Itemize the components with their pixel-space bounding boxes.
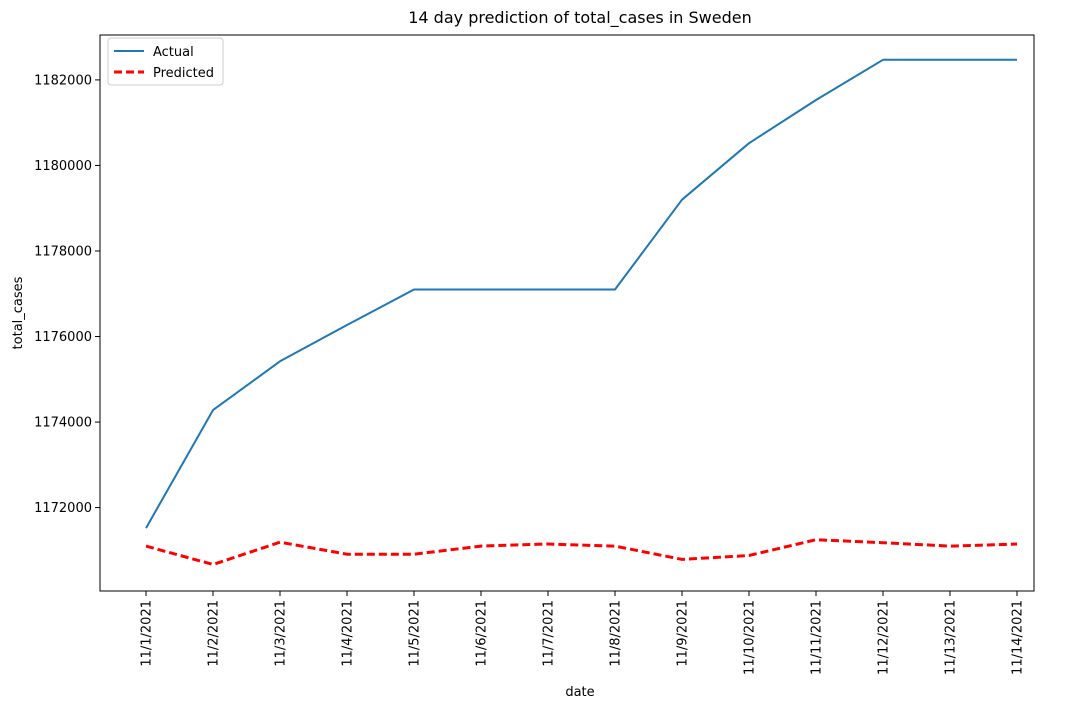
y-tick-label: 1180000 — [34, 159, 92, 174]
y-tick-label: 1176000 — [34, 330, 92, 345]
y-tick-label: 1178000 — [34, 244, 92, 259]
series-layer — [145, 58, 1018, 566]
y-axis: 1172000 1174000 1176000 1178000 1180000 11820… — [34, 73, 100, 516]
x-tick-label: 11/1/2021 — [140, 600, 155, 667]
x-axis-label: date — [565, 685, 594, 700]
plot-area-frame — [99, 34, 1035, 592]
legend-box — [107, 37, 224, 86]
y-tick-label: 1174000 — [34, 416, 92, 431]
y-tick-label: 1182000 — [34, 73, 92, 88]
legend-label-predicted: Predicted — [153, 66, 214, 81]
x-tick-label: 11/4/2021 — [341, 600, 356, 667]
x-tick-label: 11/6/2021 — [475, 600, 490, 667]
x-tick-label: 11/13/2021 — [944, 600, 959, 675]
chart-title: 14 day prediction of total_cases in Swed… — [408, 8, 752, 28]
x-tick-label: 11/14/2021 — [1011, 600, 1026, 675]
series-line-predicted — [145, 538, 1018, 566]
x-tick-label: 11/2/2021 — [207, 600, 222, 667]
y-axis-label: total_cases — [11, 276, 26, 349]
legend: Actual Predicted — [107, 37, 224, 86]
x-tick-label: 11/8/2021 — [609, 600, 624, 667]
x-tick-label: 11/11/2021 — [810, 600, 825, 675]
series-line-actual — [145, 58, 1017, 529]
y-tick-label: 1172000 — [34, 501, 92, 516]
x-tick-label: 11/5/2021 — [408, 600, 423, 667]
legend-label-actual: Actual — [153, 45, 194, 60]
x-tick-label: 11/12/2021 — [877, 600, 892, 675]
x-tick-label: 11/9/2021 — [676, 600, 691, 667]
x-tick-label: 11/7/2021 — [542, 600, 557, 667]
x-axis: 11/1/2021 11/2/2021 11/3/2021 11/4/2021 11/5… — [140, 591, 1026, 675]
x-tick-label: 11/10/2021 — [743, 600, 758, 675]
x-tick-label: 11/3/2021 — [274, 600, 289, 667]
